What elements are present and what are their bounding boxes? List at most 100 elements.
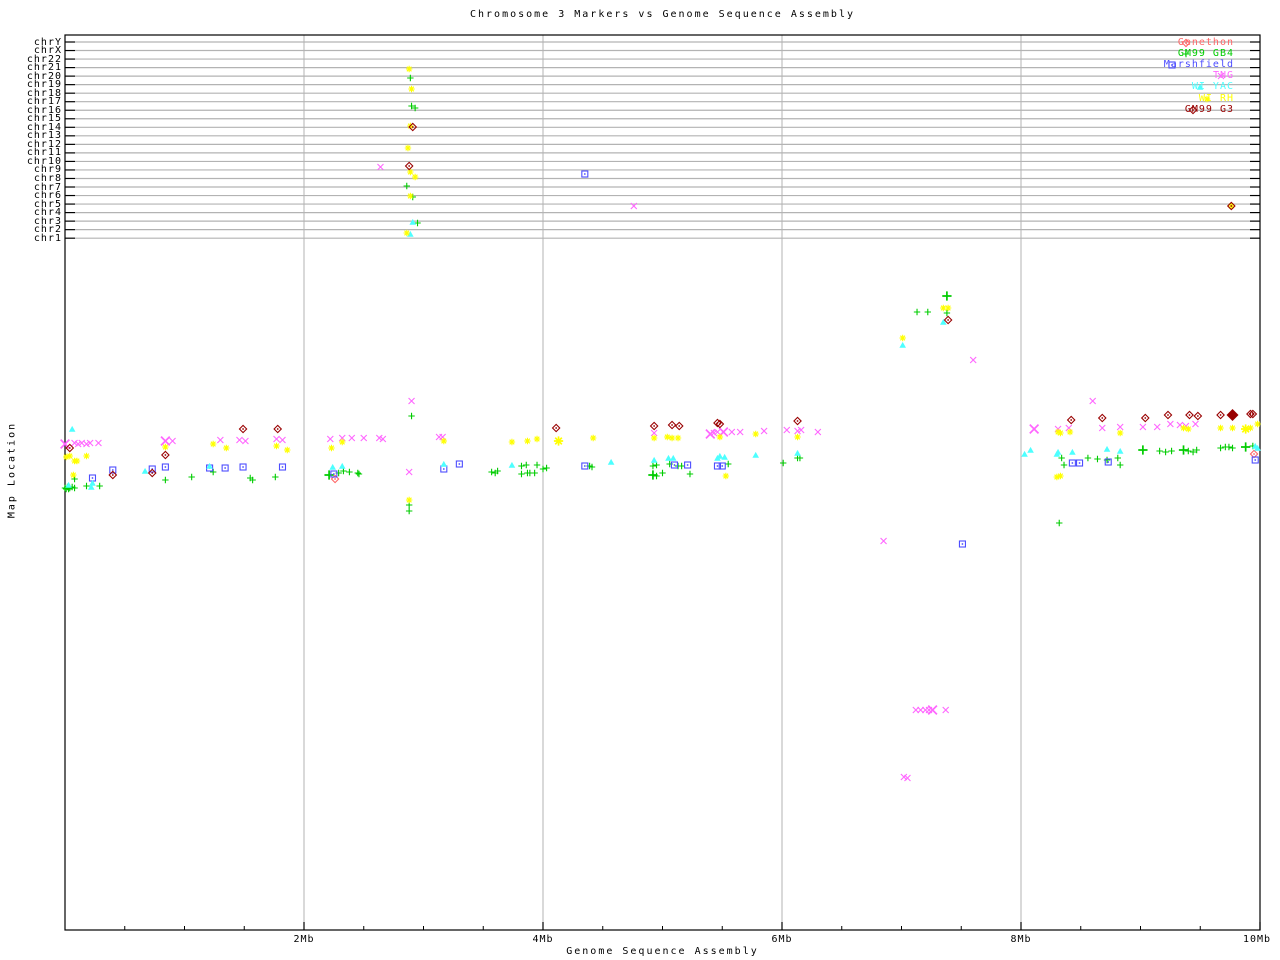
marker-tng — [216, 436, 224, 444]
marker-gm99-gb4 — [523, 461, 530, 469]
marker-gm99-g3 — [551, 423, 561, 433]
marker-tng — [439, 433, 447, 441]
y-tick-label-chr13: chr13 — [26, 130, 62, 142]
marker-wi-yac — [794, 449, 801, 456]
marker-tng — [1116, 423, 1124, 431]
marker-gm99-gb4 — [414, 219, 421, 227]
marker-gm99-gb4 — [942, 291, 952, 301]
marker-wi-rh — [650, 434, 658, 442]
marker-wi-rh — [794, 433, 801, 441]
marker-tng — [1139, 423, 1147, 431]
marker-marshfield — [581, 462, 589, 470]
marker-tng — [1098, 424, 1106, 432]
legend-row-gm99-gb4: GM99 GB4 — [1178, 48, 1234, 59]
marker-wi-rh — [223, 444, 230, 452]
marker-gm99-gb4 — [686, 470, 694, 478]
marker-tng — [912, 706, 920, 714]
legend-label-marshfield: Marshfield — [1163, 58, 1234, 70]
marker-wi-rh — [508, 438, 516, 446]
y-tick-label-chr5: chr5 — [33, 198, 62, 210]
marker-gm99-g3 — [1248, 409, 1258, 419]
x-tick-label-8mb: 8Mb — [1010, 934, 1032, 945]
y-tick-label-chry: chrY — [33, 36, 62, 48]
y-tick-label-chr2: chr2 — [33, 224, 62, 236]
marker-wi-yac — [409, 218, 417, 225]
marker-gm99-gb4 — [653, 461, 660, 469]
y-tick-label-chr17: chr17 — [26, 96, 62, 108]
marker-wi-rh — [411, 173, 419, 181]
marker-tng — [360, 434, 368, 442]
marker-gm99-gb4 — [405, 507, 413, 515]
x-axis-label: Genome Sequence Assembly — [566, 946, 759, 957]
marker-wi-yac — [65, 481, 72, 488]
marker-tng — [242, 437, 249, 445]
marker-gm99-gb4 — [796, 454, 804, 462]
marker-gm99-gb4 — [209, 468, 217, 476]
marker-wi-yac — [1054, 448, 1062, 455]
marker-wi-rh — [405, 496, 413, 504]
marker-gm99-g3 — [1140, 413, 1150, 423]
y-tick-label-chr6: chr6 — [33, 190, 62, 202]
marker-tng — [650, 429, 658, 437]
marker-tng — [160, 436, 171, 446]
marker-wi-yac — [89, 479, 96, 486]
marker-gm99-gb4 — [1060, 461, 1068, 469]
marker-gm99-gb4 — [408, 102, 415, 110]
plot-frame — [64, 34, 1261, 931]
marker-wi-rh — [405, 65, 413, 73]
marker-marshfield — [221, 464, 229, 472]
marker-wi-rh — [66, 452, 73, 460]
marker-gm99-gb4 — [272, 473, 279, 481]
marker-marshfield — [161, 463, 169, 471]
marker-wi-yac — [1103, 445, 1111, 452]
marker-gm99-gb4 — [83, 482, 90, 490]
y-tick-label-chr1: chr1 — [33, 232, 62, 244]
marker-gm99-gb4 — [1156, 447, 1163, 455]
marker-tng — [326, 435, 334, 443]
marker-wi-rh — [407, 192, 414, 200]
marker-gm99-gb4 — [1138, 445, 1148, 455]
marker-tng — [408, 397, 415, 405]
marker-wi-yac — [440, 460, 448, 467]
y-tick-label-chr3: chr3 — [33, 215, 62, 227]
marker-gm99-gb4 — [1168, 447, 1175, 455]
marker-wi-rh — [1054, 428, 1062, 436]
marker-gm99-gb4 — [1225, 443, 1233, 451]
marker-tng — [705, 429, 716, 439]
legend-label-gm99-g3: GM99 G3 — [1184, 103, 1234, 115]
marker-gm99-gb4 — [403, 182, 410, 190]
marker-wi-yac — [940, 318, 947, 325]
marker-gm99-g3 — [1163, 410, 1173, 420]
marker-wi-rh — [73, 457, 81, 465]
marker-wi-yac — [716, 452, 724, 459]
marker-tng — [1065, 424, 1073, 432]
marker-wi-rh — [1217, 424, 1224, 432]
marker-gm99-gb4 — [1193, 446, 1200, 454]
y-tick-label-chr4: chr4 — [33, 207, 62, 219]
marker-gm99-g3 — [1226, 409, 1239, 421]
marker-tng — [942, 706, 950, 714]
marker-wi-rh — [1247, 424, 1254, 432]
marker-gm99-g3 — [1097, 413, 1107, 423]
chart-title: Chromosome 3 Markers vs Genome Sequence … — [470, 9, 855, 20]
legend-row-tng: TNG — [1213, 70, 1234, 81]
marker-gm99-g3 — [408, 122, 418, 132]
marker-wi-rh — [62, 453, 70, 461]
marker-wi-rh — [1116, 429, 1124, 437]
marker-gm99-gb4 — [1056, 519, 1063, 527]
marker-gm99-gb4 — [649, 462, 657, 470]
marker-gm99-gb4 — [407, 74, 414, 82]
marker-gm99-g3 — [1185, 410, 1194, 420]
marker-wi-rh — [1229, 424, 1236, 432]
marker-tng — [236, 436, 243, 444]
marker-gm99-g3 — [147, 468, 157, 478]
marker-wi-yac — [87, 483, 95, 490]
legend-marker-gm99-gb4 — [1182, 50, 1190, 57]
marker-marshfield — [958, 540, 966, 548]
marker-wi-rh — [70, 471, 77, 479]
marker-gm99-gb4 — [494, 467, 501, 475]
marker-tng — [969, 356, 977, 364]
marker-tng — [718, 427, 729, 437]
marker-gm99-gb4 — [943, 309, 951, 317]
legend-label-gm99-gb4: GM99 GB4 — [1177, 47, 1234, 59]
